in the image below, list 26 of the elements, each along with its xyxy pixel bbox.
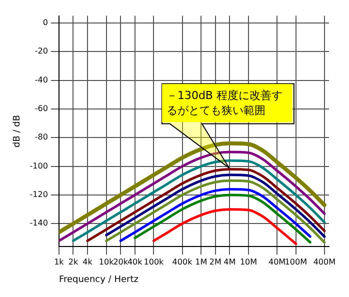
x-tick-label: 1k xyxy=(54,257,64,266)
x-tick-label: 2M xyxy=(209,257,222,266)
x-tick-label: 100k xyxy=(144,257,164,266)
x-axis-title: Frequency / Hertz xyxy=(58,274,139,285)
y-tick-label: -60 xyxy=(34,104,48,114)
x-tick-label: 10M xyxy=(240,257,258,266)
annotation: －130dB 程度に改善するがとても狭い範囲 xyxy=(162,84,292,122)
y-tick-label: -100 xyxy=(30,161,48,170)
x-tick-label: 40M xyxy=(268,257,286,266)
y-tick-label: -40 xyxy=(34,75,48,84)
y-tick-label: -80 xyxy=(34,132,48,142)
x-tick-label: 400M xyxy=(313,257,336,266)
x-tick-label: 400k xyxy=(172,257,193,266)
y-axis-title: dB / dB xyxy=(12,114,23,148)
x-tick-label: 10k xyxy=(98,257,114,266)
y-tick-label: 0 xyxy=(42,18,48,28)
y-tick-label: -140 xyxy=(30,218,48,228)
x-tick-label: 20k xyxy=(113,257,128,266)
x-tick-label: 4M xyxy=(224,257,236,266)
x-tick-label: 4k xyxy=(82,257,93,266)
y-tick-label: -20 xyxy=(34,46,48,56)
x-tick-label: 2k xyxy=(68,257,78,266)
x-tick-label: 1M xyxy=(195,257,208,266)
x-tick-label: 40k xyxy=(127,257,143,266)
y-tick-label: -120 xyxy=(30,190,48,200)
x-tick-label: 100M xyxy=(284,257,308,266)
